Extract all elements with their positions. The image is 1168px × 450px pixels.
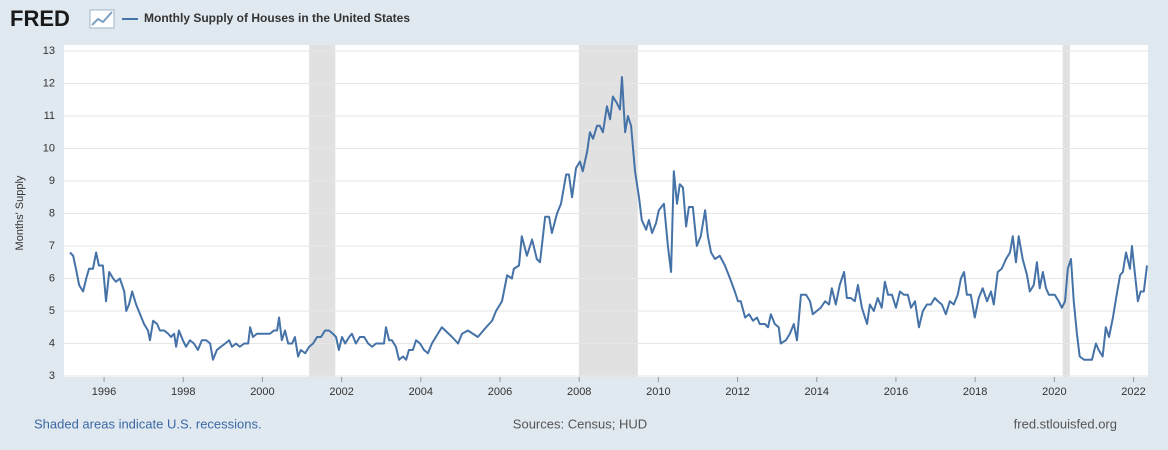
- x-tick-label: 1998: [171, 386, 195, 398]
- y-tick-label: 11: [44, 110, 55, 122]
- recession-layer: [309, 45, 1070, 377]
- logo-icon: [89, 9, 115, 29]
- x-tick-label: 2002: [329, 386, 353, 398]
- y-tick-label: 10: [43, 142, 55, 154]
- x-tick-label: 2022: [1121, 386, 1145, 398]
- x-tick-label: 2000: [250, 386, 274, 398]
- source-url[interactable]: fred.stlouisfed.org: [1014, 416, 1117, 431]
- data-line: [69, 76, 1148, 361]
- y-tick-label: 7: [49, 240, 55, 252]
- y-axis-title: Months' Supply: [14, 175, 26, 250]
- recession-band: [309, 45, 336, 377]
- sources: Sources: Census; HUD: [513, 416, 647, 431]
- x-tick-label: 2006: [488, 386, 512, 398]
- recession-band: [1062, 45, 1070, 377]
- y-tick-label: 12: [43, 77, 55, 89]
- logo[interactable]: FRED: [10, 6, 70, 31]
- y-tick-label: 4: [49, 337, 55, 349]
- legend-label: Monthly Supply of Houses in the United S…: [144, 11, 410, 25]
- label-layer: 3 4 5 6 7 8 9 10 11 12 13 1996 1998 2000 2002 2004 2006 2…: [43, 45, 1146, 398]
- y-tick-label: 6: [49, 272, 55, 284]
- x-tick-label: 2008: [567, 386, 591, 398]
- x-tick-label: 2016: [884, 386, 908, 398]
- recession-band: [578, 45, 638, 377]
- y-tick-label: 3: [49, 370, 55, 382]
- x-tick-label: 2012: [725, 386, 749, 398]
- y-tick-label: 9: [49, 175, 55, 187]
- x-tick-label: 2020: [1042, 386, 1066, 398]
- x-tick-label: 2018: [963, 386, 987, 398]
- x-tick-label: 2010: [646, 386, 670, 398]
- y-tick-label: 5: [49, 305, 55, 317]
- x-tick-label: 2004: [409, 386, 433, 398]
- y-tick-label: 8: [49, 207, 55, 219]
- x-tick-label: 2014: [805, 386, 829, 398]
- recession-note: Shaded areas indicate U.S. recessions.: [34, 416, 262, 431]
- y-tick-label: 13: [43, 45, 55, 57]
- x-tick-label: 1996: [92, 386, 116, 398]
- line-layer: [69, 76, 1148, 361]
